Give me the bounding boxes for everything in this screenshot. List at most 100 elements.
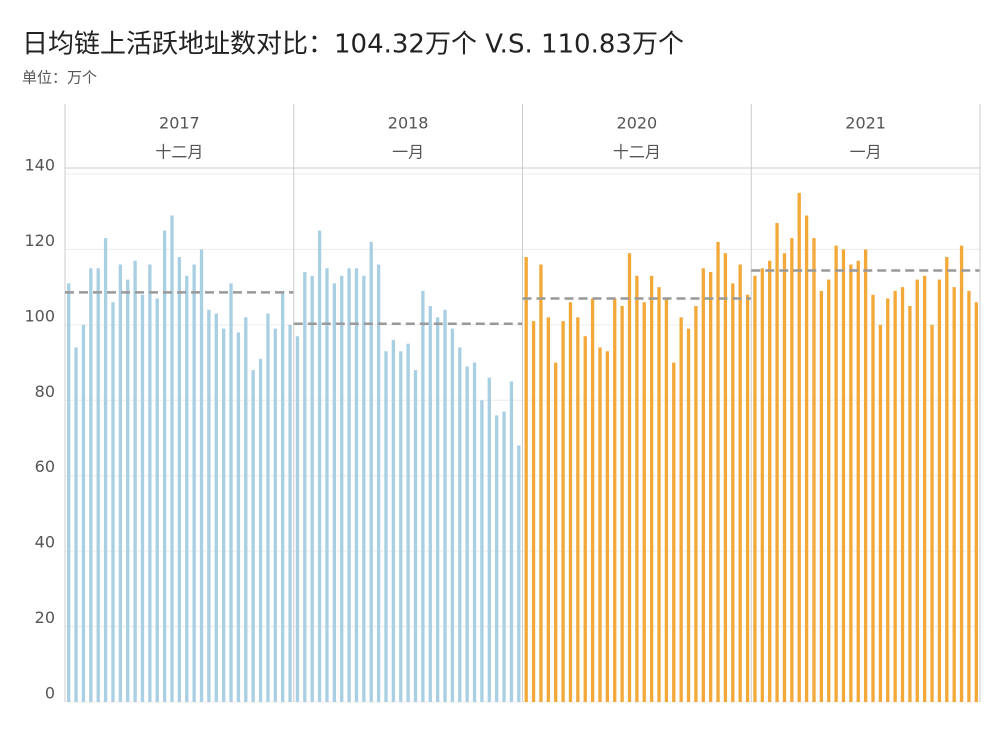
bar: [775, 223, 779, 702]
bar: [487, 377, 491, 702]
bar: [672, 362, 676, 702]
bar: [790, 238, 794, 702]
bar: [753, 275, 757, 702]
bar: [295, 336, 300, 702]
bar: [709, 272, 713, 702]
bar: [945, 256, 949, 702]
bar: [170, 215, 174, 702]
panel-month: 十二月: [155, 143, 203, 162]
bar: [391, 339, 396, 702]
bar: [236, 332, 241, 702]
bar: [768, 260, 772, 702]
bar: [509, 381, 514, 702]
bar: [244, 317, 248, 702]
bar: [413, 370, 418, 702]
bar: [546, 317, 550, 702]
bar: [126, 279, 130, 702]
bar: [221, 328, 226, 702]
bar: [686, 328, 691, 702]
bar: [303, 272, 307, 702]
bar: [376, 264, 381, 702]
y-tick-label: 140: [24, 156, 55, 175]
bar: [642, 302, 646, 702]
bar: [679, 317, 683, 702]
bar: [288, 324, 292, 702]
panel-month: 一月: [392, 143, 424, 162]
bar: [598, 347, 602, 702]
y-tick-label: 100: [24, 306, 55, 325]
bar: [258, 358, 263, 702]
bar: [863, 249, 868, 702]
bar: [273, 328, 277, 702]
panel-year: 2021: [845, 114, 886, 133]
bar: [207, 309, 211, 702]
bar: [103, 238, 108, 702]
bar: [480, 400, 484, 702]
bar: [89, 268, 93, 702]
bar: [716, 241, 720, 702]
bar: [96, 268, 100, 702]
bar: [568, 302, 573, 702]
bar: [185, 275, 189, 702]
bar: [177, 256, 182, 702]
bar: [849, 264, 853, 702]
bar: [583, 336, 587, 702]
bar: [576, 317, 580, 702]
bar: [214, 313, 218, 702]
bar: [281, 290, 285, 702]
bar: [354, 268, 359, 702]
bar: [731, 283, 735, 702]
bar: [967, 290, 971, 702]
bar: [118, 264, 123, 702]
bar: [465, 366, 469, 702]
bar: [140, 294, 145, 702]
bar: [502, 411, 506, 702]
bar: [827, 279, 831, 702]
bar: [332, 283, 336, 702]
bar: [605, 351, 610, 702]
bar: [915, 279, 919, 702]
bar: [251, 370, 255, 702]
y-tick-label: 20: [35, 608, 55, 627]
bar: [229, 283, 233, 702]
bar: [399, 351, 403, 702]
bar: [531, 321, 536, 702]
bar: [317, 230, 322, 703]
bar: [325, 268, 329, 702]
bar: [421, 290, 425, 702]
y-tick-label: 60: [35, 457, 55, 476]
bar: [74, 347, 78, 702]
bar: [723, 253, 728, 702]
bar: [812, 238, 816, 702]
bar: [834, 245, 838, 702]
bar: [369, 241, 373, 702]
bar: [155, 298, 159, 702]
bar: [590, 298, 595, 702]
bar: [856, 260, 860, 702]
bar: [745, 294, 750, 702]
bar: [664, 298, 669, 702]
bar: [782, 253, 787, 702]
bar: [450, 328, 455, 702]
bar: [133, 260, 137, 702]
bar: [635, 275, 639, 702]
bar: [384, 351, 388, 702]
bar: [620, 306, 624, 702]
panel-month: 十二月: [613, 143, 661, 162]
bar: [974, 302, 978, 702]
bar: [886, 298, 890, 702]
panel-year: 2017: [159, 114, 200, 133]
bar: [871, 294, 875, 702]
bar: [495, 415, 499, 702]
bar: [148, 264, 152, 702]
bar: [900, 287, 905, 702]
bar: [435, 317, 440, 702]
bar: [458, 347, 462, 702]
y-tick-label: 40: [35, 533, 55, 552]
bar: [362, 275, 366, 702]
bar: [561, 321, 565, 702]
bar: [81, 324, 86, 702]
bar: [266, 313, 270, 702]
